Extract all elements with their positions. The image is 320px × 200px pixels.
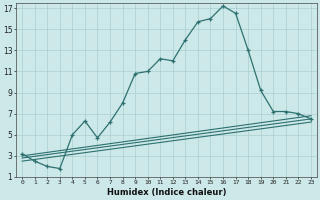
X-axis label: Humidex (Indice chaleur): Humidex (Indice chaleur)	[107, 188, 226, 197]
